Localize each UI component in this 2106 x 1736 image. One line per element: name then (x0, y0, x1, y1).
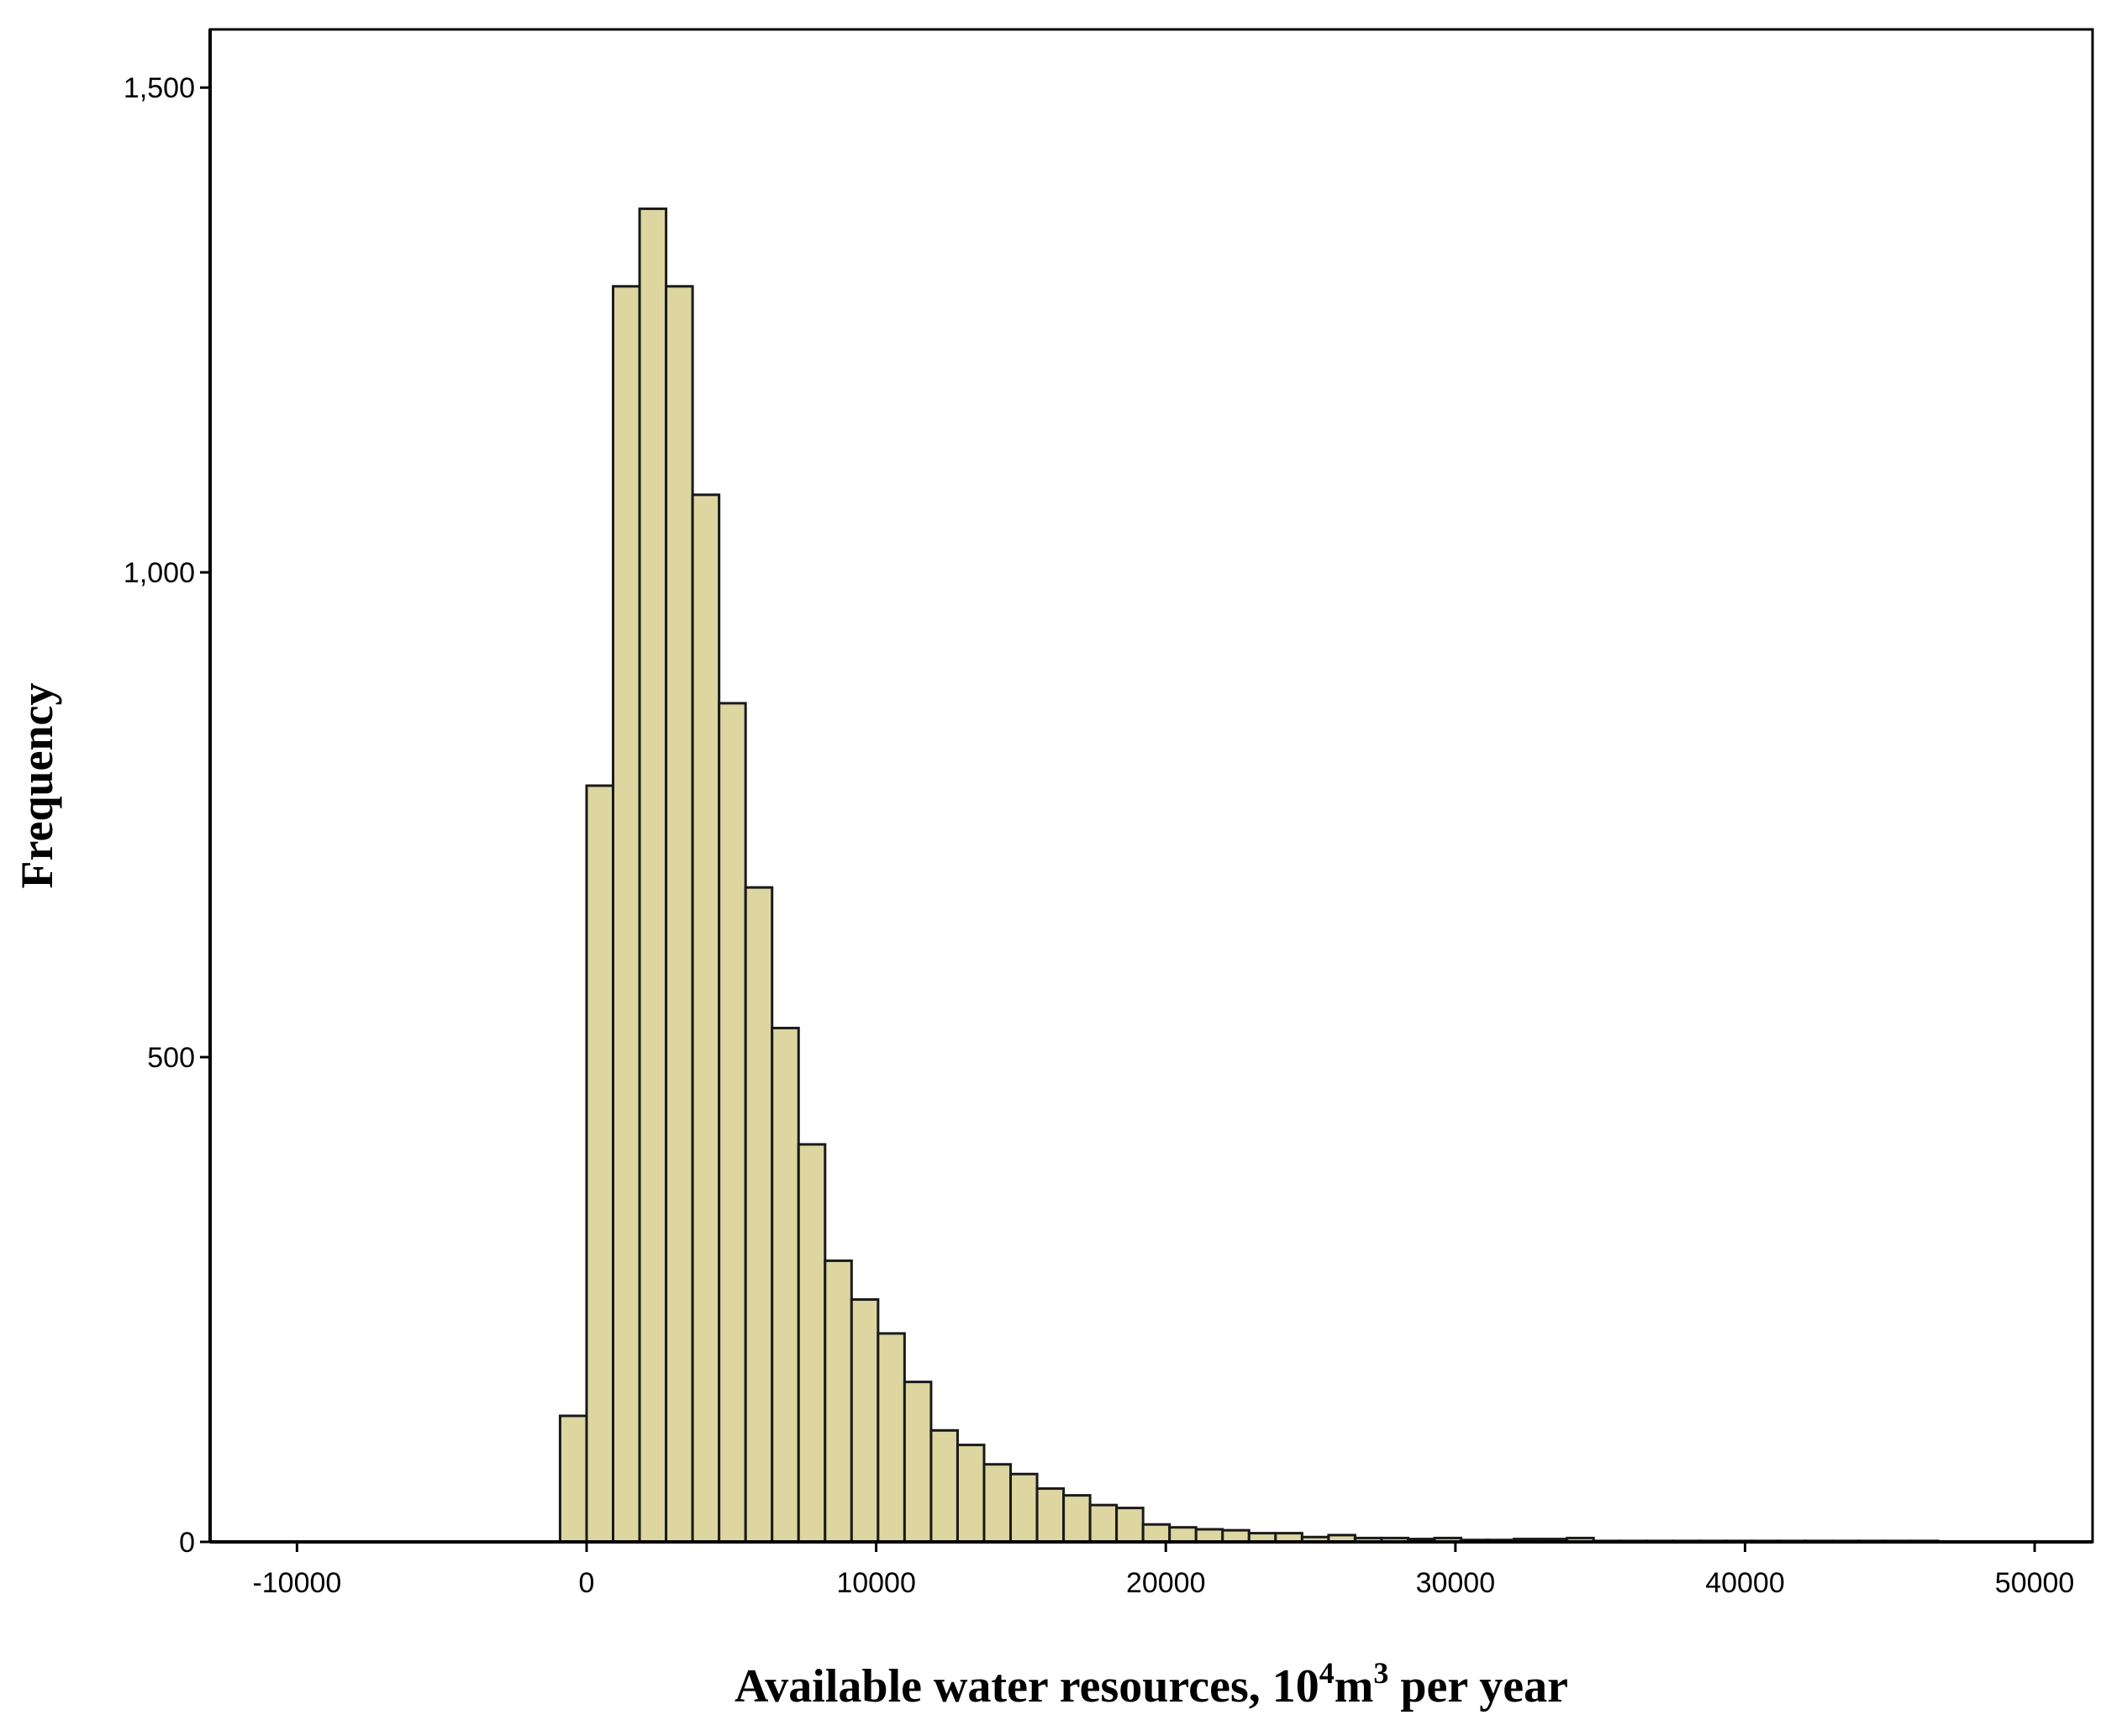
x-tick-label: 40000 (1705, 1567, 1785, 1599)
histogram-bar (1221, 1528, 1250, 1544)
histogram-bar (1115, 1507, 1145, 1544)
y-tick-label: 0 (179, 1527, 195, 1559)
x-axis-title-main: Available water resources, 10 (734, 1660, 1319, 1712)
histogram-bar (1168, 1526, 1198, 1544)
x-tick-label: -10000 (252, 1567, 341, 1599)
histogram-bar (1088, 1503, 1119, 1544)
y-tick-label: 500 (147, 1042, 195, 1074)
histogram-bar (797, 1143, 827, 1544)
histogram-bar (1009, 1472, 1039, 1544)
histogram-bar (744, 886, 774, 1544)
histogram-bar (638, 207, 668, 1544)
x-axis: -10000 0 10000 20000 30000 40000 50000 (210, 1540, 2093, 1599)
plot-frame (208, 28, 2094, 1544)
histogram-bar (585, 784, 615, 1544)
y-tick-label: 1,000 (124, 557, 195, 589)
histogram-bar (771, 1026, 800, 1544)
histogram-bar (1194, 1528, 1224, 1544)
histogram-bar (612, 285, 641, 1544)
histogram-bar (929, 1428, 959, 1544)
x-axis-title: Available water resources, 104m3 per yea… (734, 1656, 1568, 1712)
x-tick-label: 20000 (1126, 1567, 1206, 1599)
x-axis-title-sup1: 4 (1319, 1656, 1335, 1690)
y-axis: 0 500 1,000 1,500 (124, 29, 212, 1559)
x-tick-label: 10000 (836, 1567, 916, 1599)
histogram-bar (1062, 1494, 1092, 1544)
x-axis-title-end: per year (1388, 1660, 1568, 1712)
x-tick-label: 50000 (1995, 1567, 2075, 1599)
histogram-bar (718, 702, 747, 1544)
histogram-bar (1035, 1487, 1066, 1544)
x-axis-title-sup2: 3 (1373, 1656, 1388, 1690)
histogram-bar (903, 1381, 933, 1544)
x-tick-label: 30000 (1416, 1567, 1496, 1599)
histogram-bar (824, 1259, 853, 1544)
y-tick-label: 1,500 (124, 72, 195, 104)
histogram-bar (956, 1444, 986, 1544)
histogram-bar (850, 1298, 880, 1544)
histogram-bar (982, 1463, 1013, 1544)
histogram-bar (558, 1414, 588, 1544)
histogram-bar (665, 285, 694, 1544)
x-tick-label: 0 (579, 1567, 595, 1599)
histogram-bar (877, 1332, 906, 1544)
histogram-bar (691, 493, 721, 1544)
y-axis-title: Frequency (12, 683, 62, 889)
x-axis-title-mid: m (1335, 1660, 1374, 1712)
histogram-bar (1141, 1523, 1171, 1544)
bars-group (558, 207, 1940, 1544)
